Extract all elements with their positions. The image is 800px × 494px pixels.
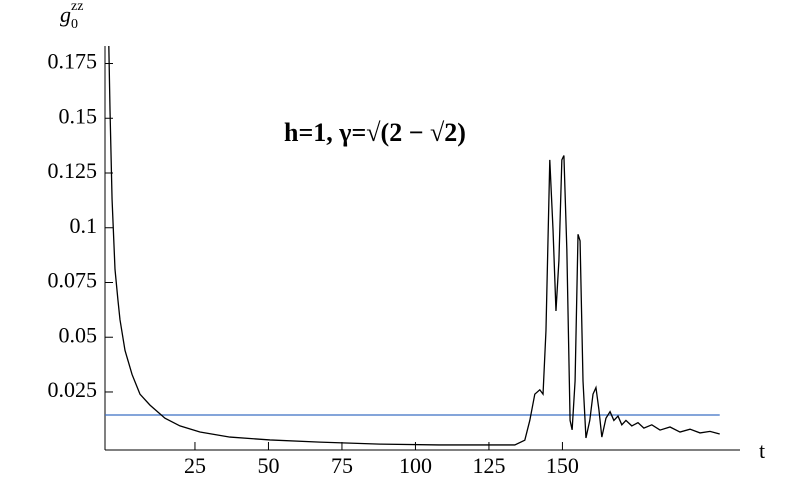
- x-axis-label: t: [759, 438, 765, 463]
- y-tick-label: 0.075: [48, 268, 98, 293]
- annotation: h=1, γ=√(2 − √2): [284, 118, 466, 147]
- x-tick-label: 125: [472, 453, 505, 478]
- y-tick-label: 0.05: [59, 322, 98, 347]
- x-tick-label: 100: [399, 453, 432, 478]
- y-tick-label: 0.125: [48, 158, 98, 183]
- x-tick-label: 50: [257, 453, 279, 478]
- data-line: [108, 46, 720, 446]
- x-tick-label: 75: [331, 453, 353, 478]
- y-label-subscript: 0: [71, 17, 78, 32]
- x-tick-label: 25: [184, 453, 206, 478]
- y-label-symbol: g: [60, 2, 71, 27]
- x-tick-label: 150: [546, 453, 579, 478]
- y-tick-label: 0.025: [48, 377, 98, 402]
- y-label-superscript: zz: [71, 0, 83, 14]
- y-tick-label: 0.1: [70, 213, 98, 238]
- y-tick-label: 0.15: [59, 103, 98, 128]
- y-axis-label: g0 zz: [60, 0, 83, 32]
- y-tick-label: 0.175: [48, 49, 98, 74]
